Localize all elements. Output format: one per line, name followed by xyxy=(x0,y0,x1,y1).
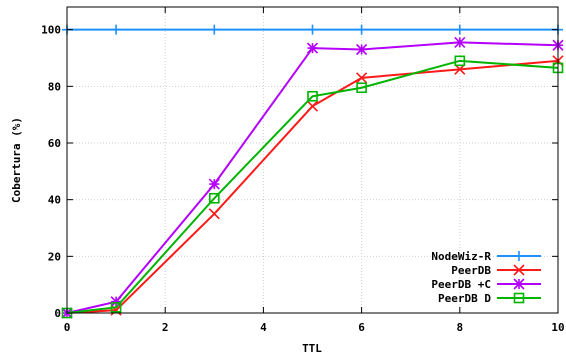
data-point xyxy=(110,302,122,313)
data-point xyxy=(356,82,367,94)
data-point xyxy=(110,296,122,308)
y-axis-title: Cobertura (%) xyxy=(10,117,23,203)
x-tick-label: 4 xyxy=(260,321,267,334)
series-line xyxy=(66,59,559,314)
legend-label: PeerDB xyxy=(451,264,491,277)
x-tick-label: 2 xyxy=(162,321,169,334)
data-point xyxy=(356,72,368,84)
legend-swatch-marker xyxy=(513,264,525,276)
legend-label: PeerDB +C xyxy=(431,278,491,291)
data-point xyxy=(208,178,220,190)
x-axis-title: TTL xyxy=(302,342,322,355)
data-point xyxy=(307,24,318,35)
data-point xyxy=(209,24,220,35)
x-tick-label: 0 xyxy=(64,321,71,334)
legend-label: NodeWiz-R xyxy=(431,250,491,263)
data-point xyxy=(454,36,466,48)
y-tick-label: 60 xyxy=(48,137,61,150)
ticks xyxy=(66,7,559,314)
data-point xyxy=(454,55,466,67)
y-tick-label: 80 xyxy=(48,80,61,93)
data-point xyxy=(306,100,319,112)
legend-entry: PeerDB D xyxy=(438,292,541,305)
plot-frame xyxy=(66,6,559,314)
y-tick-label: 100 xyxy=(41,24,61,37)
data-point xyxy=(356,43,368,56)
x-tick-label: 8 xyxy=(456,321,463,334)
data-point xyxy=(356,24,367,35)
data-point xyxy=(209,192,220,204)
data-point xyxy=(208,208,220,220)
data-point xyxy=(306,42,319,54)
x-tick-label: 10 xyxy=(551,321,564,334)
data-point xyxy=(307,90,318,102)
legend-entry: PeerDB xyxy=(451,264,541,277)
y-tick-label: 0 xyxy=(54,307,61,320)
legend-swatch-marker xyxy=(513,292,525,304)
data-point xyxy=(111,24,122,35)
legend-entry: PeerDB +C xyxy=(431,278,541,291)
legend-swatch-marker xyxy=(513,278,525,290)
legend-swatch-marker xyxy=(514,251,524,261)
legend-label: PeerDB D xyxy=(438,292,491,305)
data-point xyxy=(454,24,465,35)
y-tick-label: 40 xyxy=(48,194,61,207)
y-tick-label: 20 xyxy=(48,250,61,263)
x-tick-label: 6 xyxy=(358,321,365,334)
legend-entry: NodeWiz-R xyxy=(431,250,541,263)
